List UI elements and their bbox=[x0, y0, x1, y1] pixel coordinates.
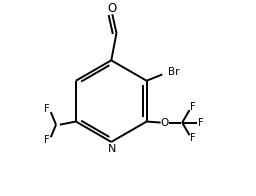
Text: O: O bbox=[108, 2, 117, 15]
Text: F: F bbox=[45, 135, 50, 145]
Text: O: O bbox=[160, 118, 168, 128]
Text: F: F bbox=[190, 102, 196, 112]
Text: F: F bbox=[45, 104, 50, 114]
Text: Br: Br bbox=[167, 67, 179, 77]
Text: N: N bbox=[108, 144, 116, 154]
Text: F: F bbox=[198, 118, 204, 128]
Text: F: F bbox=[190, 133, 196, 143]
